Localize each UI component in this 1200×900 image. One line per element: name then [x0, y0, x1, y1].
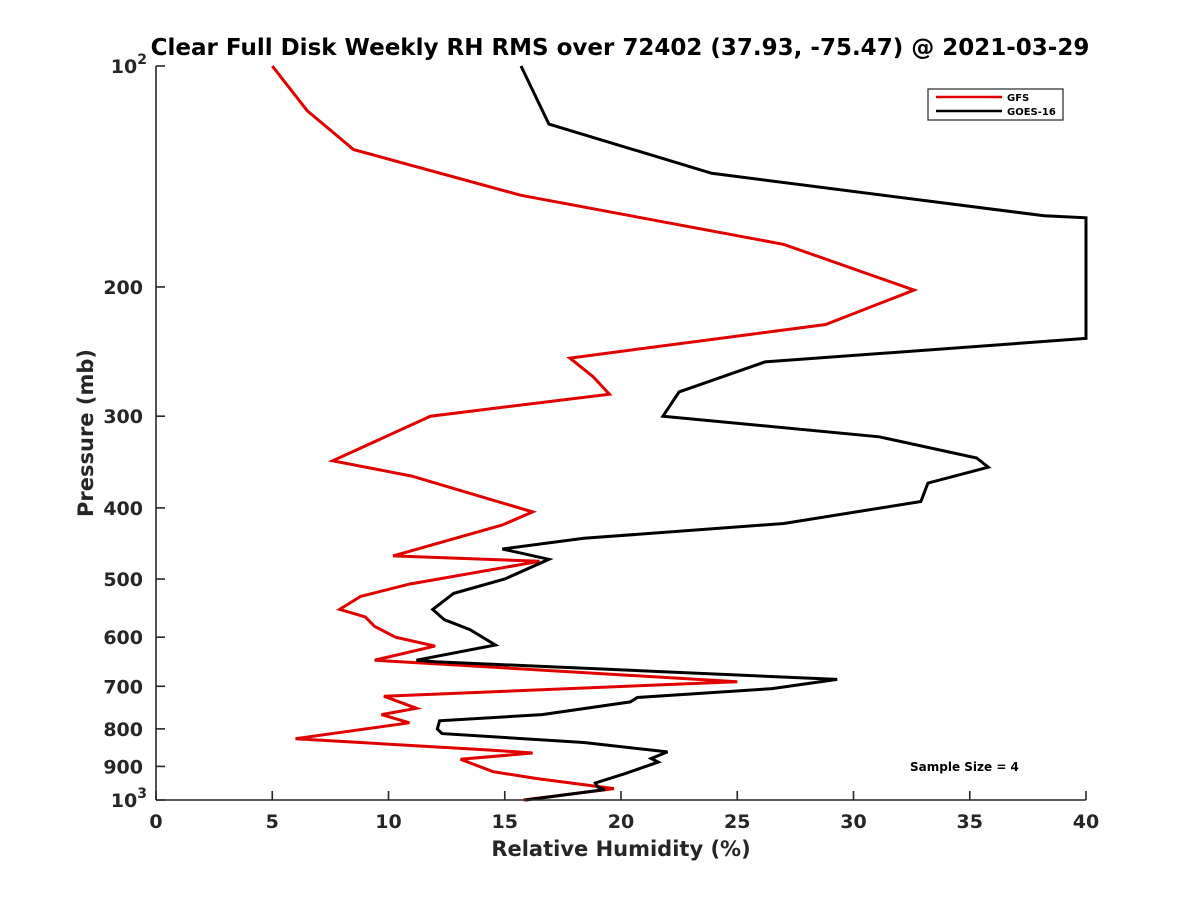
y-tick-label: 102 — [111, 52, 147, 78]
legend-label-goes16: GOES-16 — [1007, 107, 1056, 118]
y-tick-label: 400 — [103, 498, 143, 520]
chart-title: Clear Full Disk Weekly RH RMS over 72402… — [151, 35, 1090, 61]
series-line-goes-16 — [416, 65, 1088, 802]
x-tick-label: 35 — [957, 811, 983, 833]
plot-area — [156, 66, 1086, 800]
y-tick-label: 200 — [103, 277, 143, 299]
y-axis-ticks: 102 200 300 400 500 600 700 800 900 103 — [103, 52, 165, 812]
legend-box — [927, 88, 1064, 121]
y-tick-label: 900 — [103, 756, 143, 778]
y-axis-label: Pressure (mb) — [74, 349, 98, 517]
y-tick-label: 103 — [111, 786, 147, 812]
x-tick-label: 20 — [608, 811, 634, 833]
series-layer — [271, 65, 1088, 802]
x-tick-label: 30 — [840, 811, 866, 833]
x-axis-ticks: 0 5 10 15 20 25 30 35 40 — [149, 791, 1099, 833]
sample-size-annotation: Sample Size = 4 — [910, 760, 1019, 774]
series-line-gfs — [271, 65, 919, 802]
x-axis-label: Relative Humidity (%) — [491, 837, 750, 861]
y-tick-label: 700 — [103, 676, 143, 698]
x-tick-label: 15 — [492, 811, 518, 833]
x-tick-label: 5 — [266, 811, 279, 833]
x-tick-label: 40 — [1073, 811, 1099, 833]
y-tick-label: 600 — [103, 627, 143, 649]
x-tick-label: 10 — [375, 811, 401, 833]
y-tick-label: 800 — [103, 719, 143, 741]
x-tick-label: 0 — [149, 811, 162, 833]
legend: GFS GOES-16 — [927, 88, 1064, 121]
legend-label-gfs: GFS — [1007, 93, 1029, 104]
y-tick-label: 300 — [103, 406, 143, 428]
x-tick-label: 25 — [724, 811, 750, 833]
y-tick-label: 500 — [103, 569, 143, 591]
